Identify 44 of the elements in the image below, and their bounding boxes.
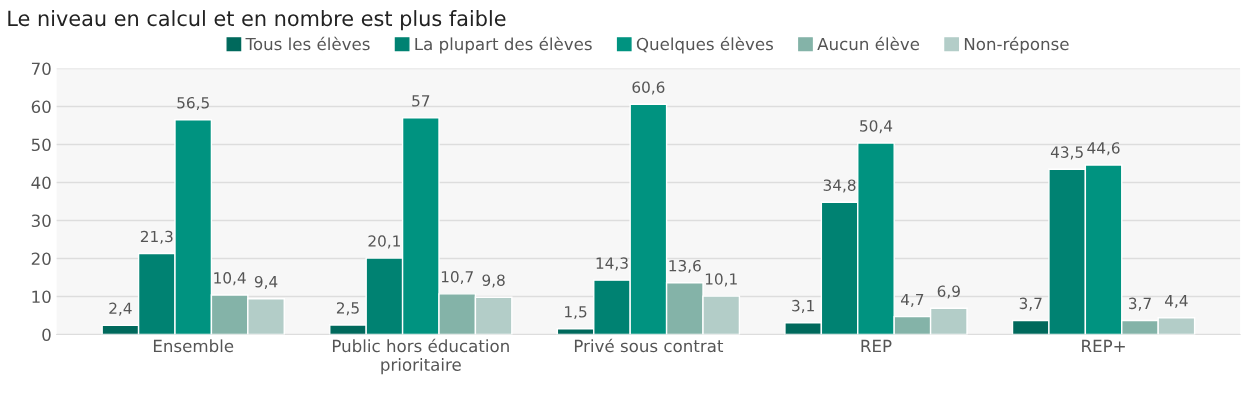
data-label: 3,7	[1019, 297, 1042, 311]
data-label: 4,7	[900, 293, 924, 307]
data-label: 44,6	[1087, 142, 1120, 156]
x-tick-label: REP+	[1082, 339, 1125, 353]
y-tick-label: 30	[31, 214, 51, 228]
data-label: 43,5	[1050, 146, 1083, 160]
data-label: 10,7	[441, 270, 473, 285]
data-label: 10,1	[705, 273, 737, 287]
y-tick-label: 50	[31, 138, 51, 152]
data-label: 9,4	[254, 275, 278, 290]
data-label: 6,9	[937, 285, 960, 299]
x-tick-label: Privé sous contrat	[574, 338, 724, 353]
data-label: 13,6	[669, 259, 701, 274]
data-label: 56,5	[177, 96, 209, 111]
data-label: 3,7	[1128, 297, 1151, 311]
y-tick-label: 40	[31, 176, 51, 190]
legend-label: Non-réponse	[964, 36, 1069, 54]
x-tick-label: REP	[861, 339, 892, 353]
y-tick-label: 70	[31, 62, 51, 76]
chart-title: Le niveau en calcul et en nombre est plus faible	[8, 10, 506, 31]
data-label: 34,8	[823, 179, 856, 193]
y-tick-label: 0	[42, 328, 51, 342]
legend-label: Aucun élève	[817, 36, 920, 51]
data-label: 57	[412, 95, 430, 107]
x-tick-label: Ensemble	[153, 339, 234, 353]
data-label: 3,1	[792, 299, 814, 313]
data-label: 9,8	[482, 274, 505, 288]
y-tick-label: 20	[31, 252, 51, 266]
data-label: 2,4	[109, 302, 132, 316]
y-tick-label: 10	[32, 290, 51, 304]
data-label: 4,4	[1164, 295, 1188, 309]
y-tick-label: 60	[31, 100, 51, 114]
x-tick-label: Public hors éducation prioritaire	[332, 338, 509, 375]
legend-label: Tous les élèves	[245, 36, 370, 51]
legend-label: La plupart des élèves	[415, 36, 592, 54]
data-label: 1,5	[565, 306, 587, 320]
data-label: 20,1	[368, 235, 400, 249]
data-label: 21,3	[140, 230, 173, 244]
data-label: 50,4	[860, 120, 893, 134]
data-label: 10,4	[214, 272, 246, 286]
data-label: 60,6	[632, 81, 665, 95]
legend-label: Quelques élèves	[636, 36, 773, 54]
data-label: 2,5	[336, 302, 359, 316]
data-label: 14,3	[596, 257, 628, 271]
